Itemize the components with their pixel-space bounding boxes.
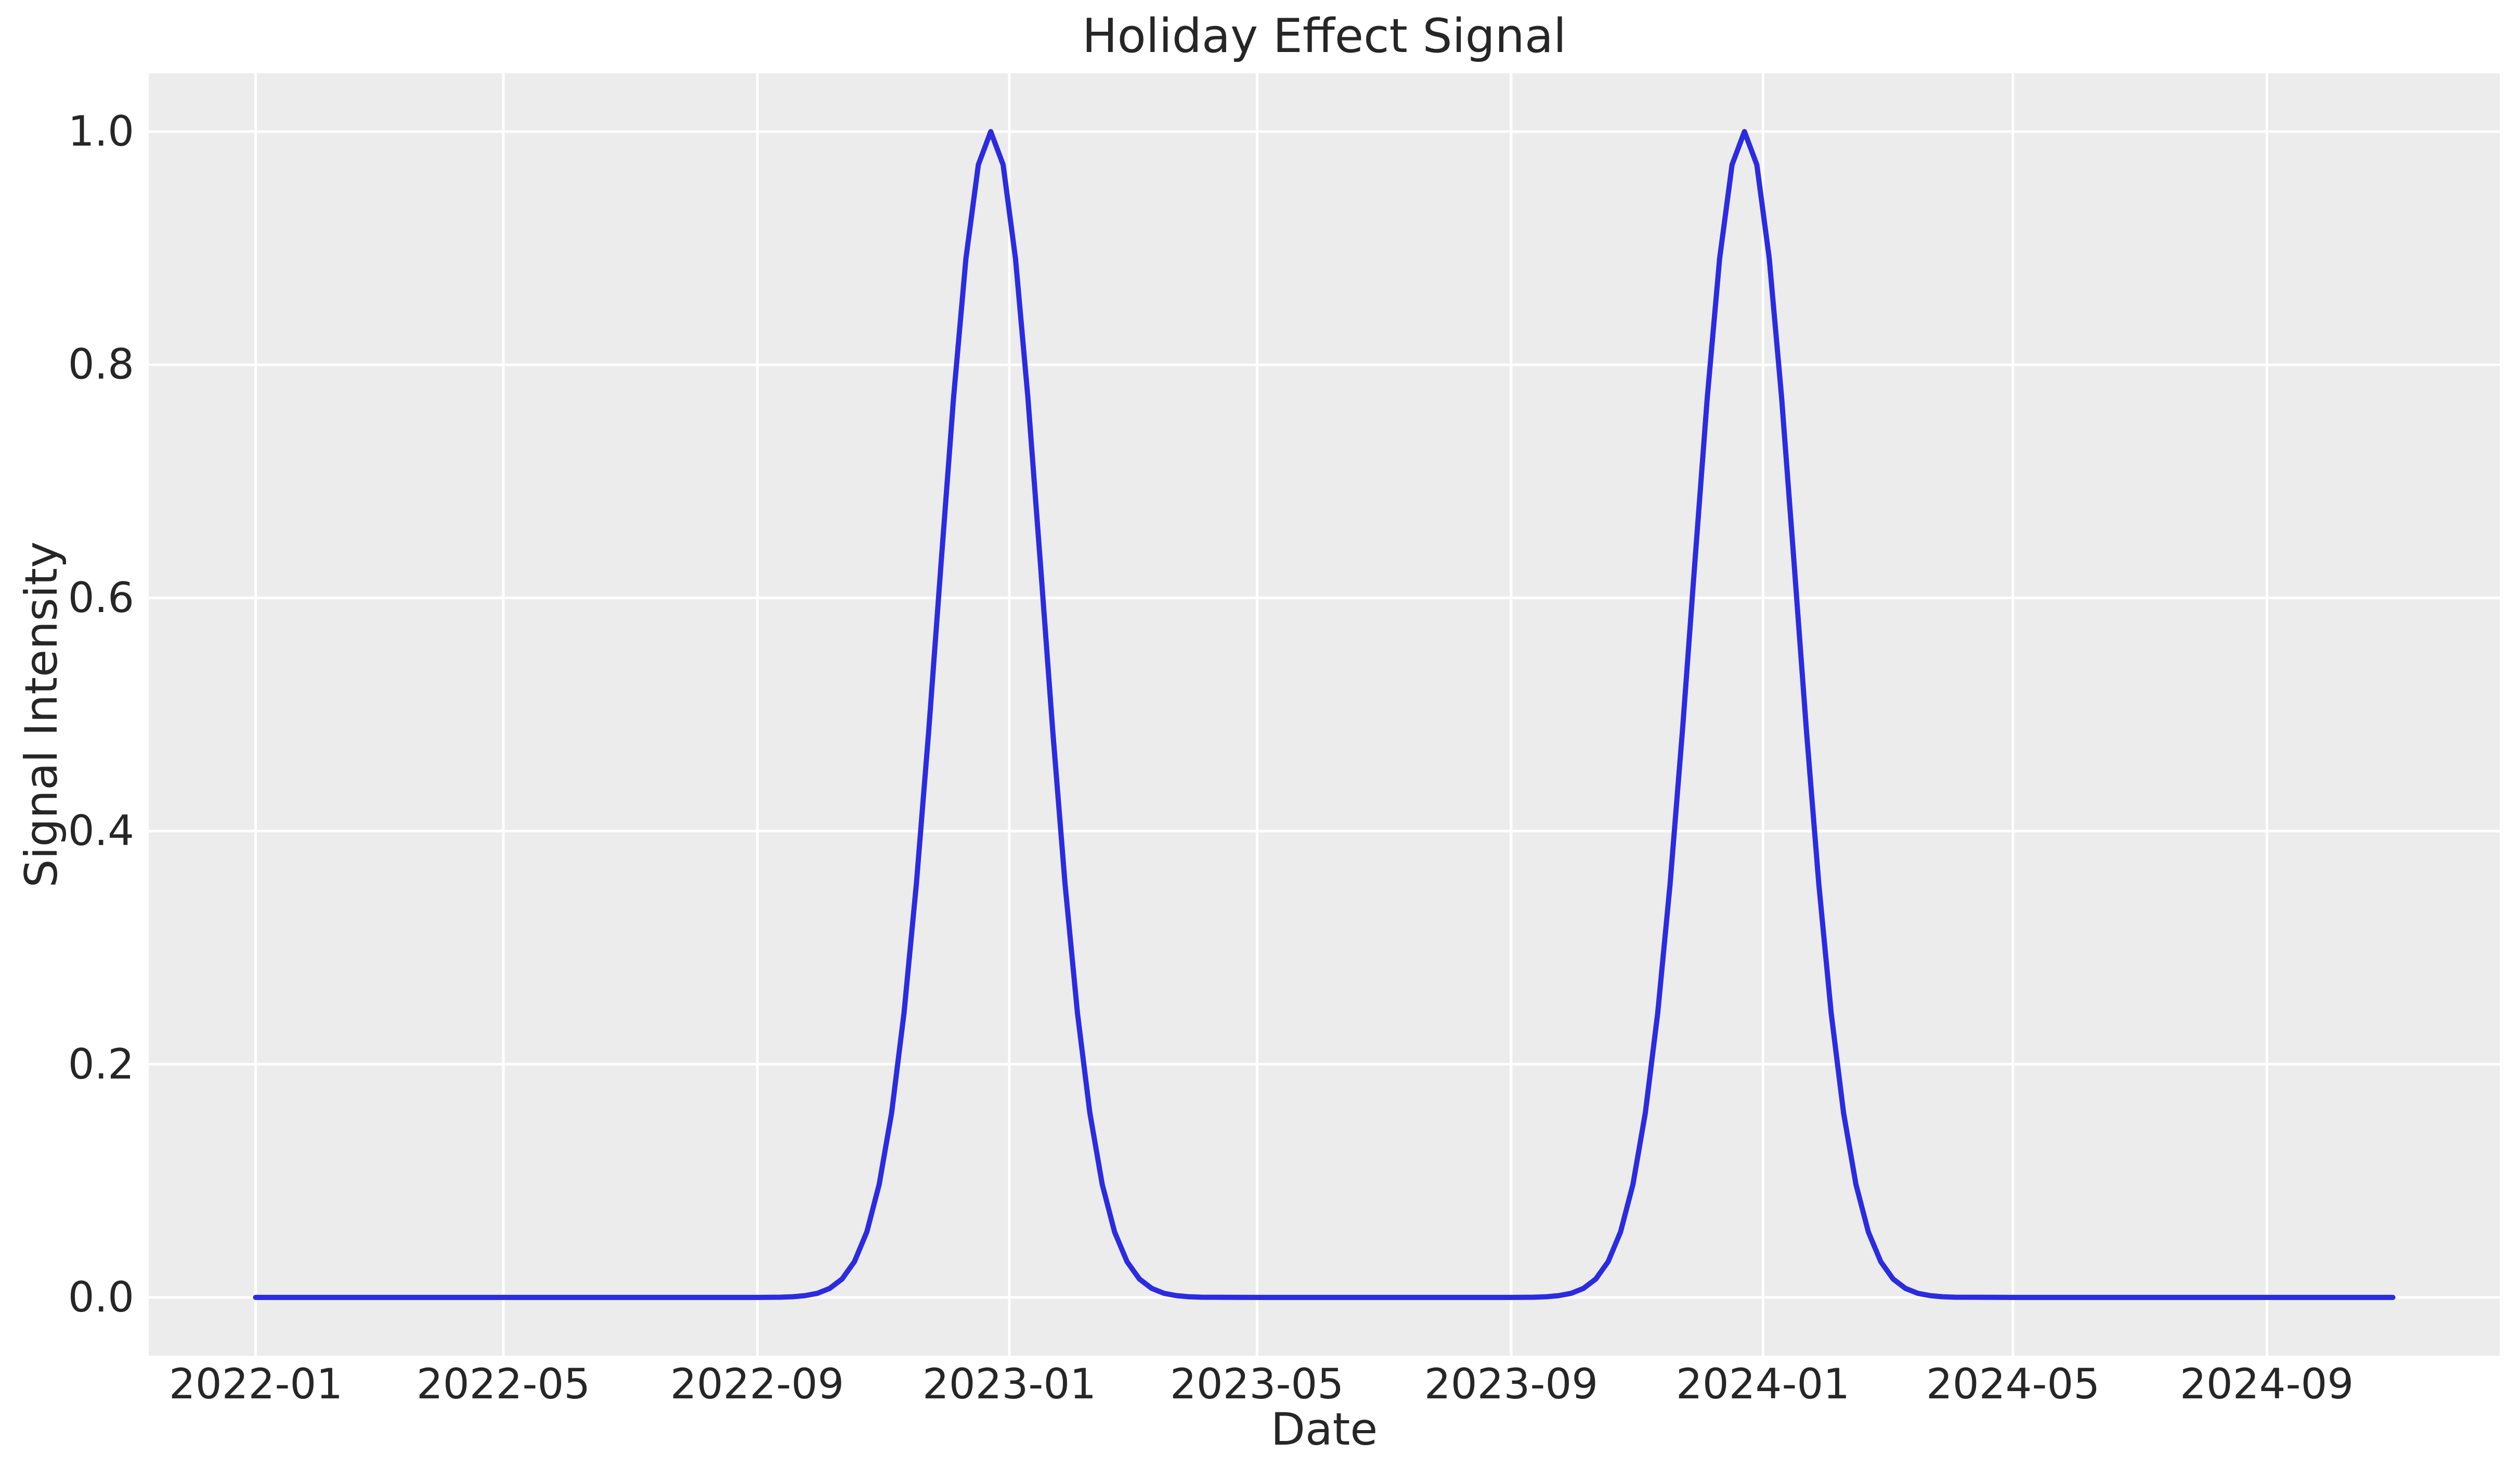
x-tick-label: 2023-05 xyxy=(1170,1360,1344,1408)
x-tick-label: 2023-09 xyxy=(1424,1360,1599,1408)
plot-panel xyxy=(149,73,2500,1356)
x-tick-label: 2024-05 xyxy=(1926,1360,2100,1408)
chart-title: Holiday Effect Signal xyxy=(1082,9,1566,63)
y-tick-label: 0.0 xyxy=(68,1273,134,1321)
signal-line xyxy=(253,129,2396,1300)
x-tick-label: 2022-05 xyxy=(416,1360,591,1408)
x-tick-label: 2024-01 xyxy=(1675,1360,1850,1408)
x-tick-label: 2023-01 xyxy=(922,1360,1097,1408)
y-tick-label: 0.8 xyxy=(68,340,134,388)
x-tick-label: 2022-01 xyxy=(168,1360,343,1408)
x-tick-label: 2024-09 xyxy=(2179,1360,2354,1408)
y-tick-label: 0.2 xyxy=(68,1040,134,1088)
y-tick-label: 0.4 xyxy=(68,807,134,855)
x-axis-label: Date xyxy=(1270,1404,1378,1456)
y-tick-label: 1.0 xyxy=(68,107,134,155)
x-tick-label: 2022-09 xyxy=(670,1360,845,1408)
y-tick-label: 0.6 xyxy=(68,574,134,622)
